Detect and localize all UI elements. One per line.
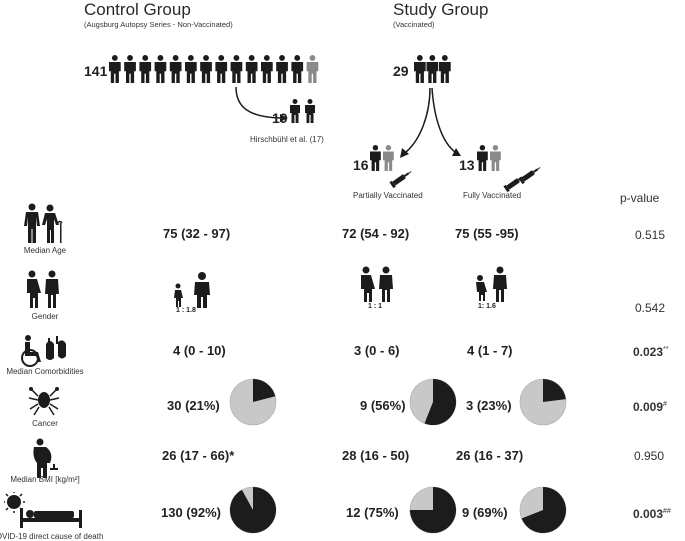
covid-death-partial: 12 (75%) (346, 505, 399, 520)
person-icon (200, 55, 212, 83)
person-icon (230, 55, 243, 83)
person-icon (215, 55, 228, 83)
covid-death-icon (4, 492, 82, 528)
person-icon (245, 55, 258, 83)
pie-cancer-full-slice (543, 379, 566, 402)
pie-cancer-control (229, 378, 277, 426)
covid-death-full: 9 (69%) (462, 505, 508, 520)
p-value-bmi: 0.950 (634, 449, 665, 463)
bmi-full: 26 (16 - 37) (456, 448, 524, 463)
p-value-gender: 0.542 (635, 301, 666, 315)
person-icon (439, 55, 451, 83)
person-icon (305, 99, 315, 123)
person-icon (124, 55, 136, 83)
control-group-title: Control Group (84, 0, 191, 19)
row-label-gender: Gender (31, 312, 59, 321)
person-icon (261, 55, 273, 83)
pie-covid-control (229, 486, 277, 534)
subgroup-count: 19 (272, 110, 288, 126)
cancer-full: 3 (23%) (466, 398, 512, 413)
median-age-full: 75 (55 -95) (455, 226, 519, 241)
full-label: Fully Vaccinated (463, 191, 522, 200)
person-icon (169, 55, 182, 83)
row-label-comorbidities: Median Comorbidities (6, 367, 84, 376)
bmi-partial: 28 (16 - 50) (342, 448, 410, 463)
pie-covid-full (519, 486, 567, 534)
covid-death-control: 130 (92%) (161, 505, 221, 520)
gender-ratio-full: 1: 1.6 (478, 303, 496, 310)
person-icon (154, 55, 167, 83)
pie-covid-full-slice (521, 487, 567, 533)
comorbidities-full: 4 (1 - 7) (467, 343, 513, 358)
person-icon (109, 55, 121, 83)
control-group-subtitle: (Augsburg Autopsy Series - Non-Vaccinate… (84, 20, 233, 29)
p-value-covid-death: 0.003## (633, 507, 671, 521)
study-group-title: Study Group (393, 0, 489, 19)
person-icon (185, 55, 197, 83)
p-value-median-age: 0.515 (635, 228, 666, 242)
comorbidities-partial: 3 (0 - 6) (354, 343, 400, 358)
p-value-header: p-value (620, 191, 660, 205)
median-age-control: 75 (32 - 97) (163, 226, 231, 241)
pie-covid-partial (409, 486, 457, 534)
row-label-median-age: Median Age (23, 246, 67, 255)
gender-control-icon (174, 272, 210, 308)
bmi-person-icon (33, 438, 58, 478)
median-age-partial: 72 (54 - 92) (342, 226, 410, 241)
study-group-subtitle: (Vaccinated) (393, 20, 435, 29)
subgroup-reference: Hirschbühl et al. (17) (250, 135, 324, 144)
person-icon (276, 55, 288, 83)
row-label-bmi: Median BMI [kg/m²] (10, 475, 80, 484)
syringe-icon (518, 167, 541, 185)
pie-cancer-control-slice (253, 379, 276, 402)
pie-cancer-partial (409, 378, 457, 426)
row-label-cancer: Cancer (32, 419, 58, 428)
gender-full-icon (476, 266, 507, 302)
pie-covid-control-slice (229, 487, 276, 533)
p-value-comorbidities: 0.023** (633, 345, 669, 359)
person-icon (477, 145, 488, 171)
person-icon (490, 145, 501, 171)
comorbidities-icon (21, 335, 66, 367)
elderly-couple-icon (24, 203, 63, 243)
gender-ratio-control: 1 : 1.8 (176, 307, 196, 314)
row-label-covid-death: COVID-19 direct cause of death (0, 532, 104, 541)
gender-partial-icon (361, 266, 393, 302)
cancer-partial: 9 (56%) (360, 398, 406, 413)
gender-ratio-partial: 1 : 1 (368, 303, 383, 310)
p-value-cancer: 0.009# (633, 400, 667, 414)
person-icon (291, 55, 304, 83)
cancer-control: 30 (21%) (167, 398, 220, 413)
pie-covid-partial-slice (410, 487, 456, 533)
person-icon (290, 99, 300, 123)
person-icon (306, 55, 319, 83)
person-icon (426, 55, 439, 83)
cancer-crab-icon (28, 387, 60, 416)
bmi-control: 26 (17 - 66)* (162, 448, 235, 463)
person-icon (370, 145, 381, 171)
control-count: 141 (84, 63, 108, 79)
study-count: 29 (393, 63, 409, 79)
syringe-icon (389, 171, 412, 189)
full-count: 13 (459, 157, 475, 173)
man-woman-icon (27, 270, 59, 308)
person-icon (139, 55, 152, 83)
comorbidities-control: 4 (0 - 10) (173, 343, 226, 358)
pie-cancer-partial-slice (424, 379, 457, 425)
partial-count: 16 (353, 157, 369, 173)
partial-label: Partially Vaccinated (353, 191, 423, 200)
pie-cancer-full (519, 378, 567, 426)
person-icon (383, 145, 394, 171)
person-icon (414, 55, 426, 83)
